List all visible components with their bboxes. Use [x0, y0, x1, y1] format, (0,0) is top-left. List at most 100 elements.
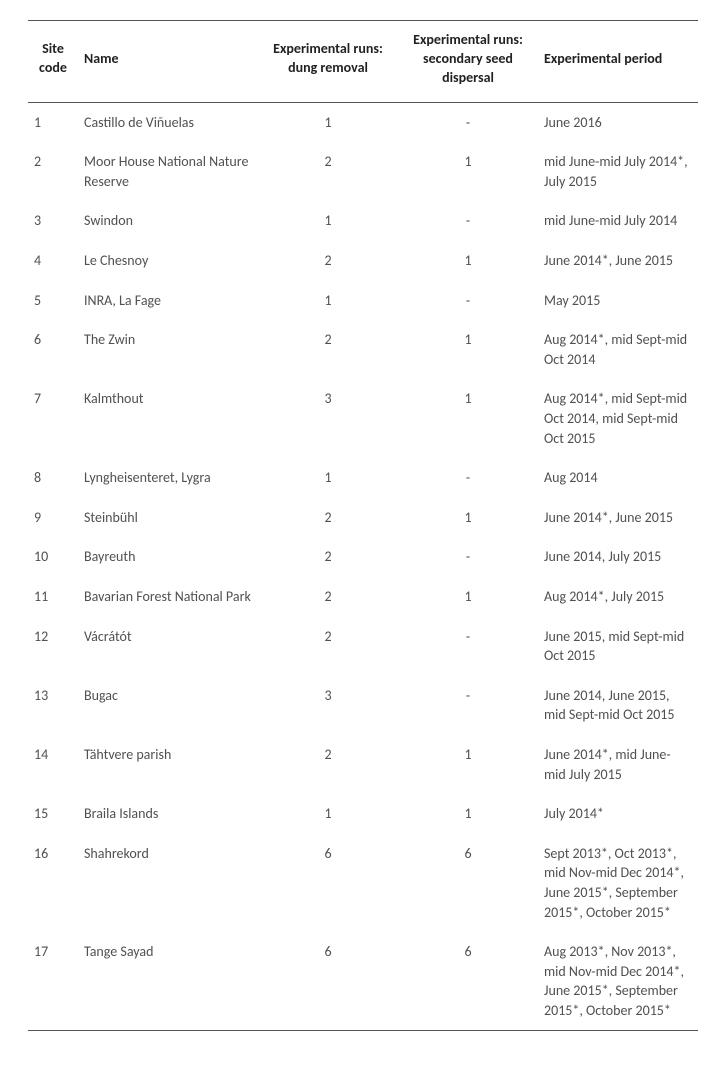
- table-row: 9Steinbühl21June 2014*, June 2015: [28, 498, 698, 538]
- header-row: Site code Name Experimental runs: dung r…: [28, 21, 698, 103]
- cell-period: mid June-mid July 2014: [538, 201, 698, 241]
- th-seed-dispersal: Experimental runs: secondary seed disper…: [398, 21, 538, 103]
- cell-name: Bayreuth: [78, 537, 258, 577]
- cell-site-code: 15: [28, 794, 78, 834]
- cell-site-code: 4: [28, 241, 78, 281]
- cell-dung-runs: 6: [258, 932, 398, 1031]
- cell-period: June 2014*, June 2015: [538, 498, 698, 538]
- cell-name: The Zwin: [78, 320, 258, 379]
- cell-seed-runs: 1: [398, 142, 538, 201]
- cell-name: Steinbühl: [78, 498, 258, 538]
- cell-name: Tähtvere parish: [78, 735, 258, 794]
- cell-period: Aug 2014*, July 2015: [538, 577, 698, 617]
- cell-site-code: 5: [28, 281, 78, 321]
- cell-site-code: 6: [28, 320, 78, 379]
- cell-seed-runs: 1: [398, 241, 538, 281]
- cell-name: Lyngheisenteret, Lygra: [78, 458, 258, 498]
- cell-dung-runs: 2: [258, 537, 398, 577]
- cell-dung-runs: 1: [258, 458, 398, 498]
- table-row: 17Tange Sayad66Aug 2013*, Nov 2013*, mid…: [28, 932, 698, 1031]
- cell-period: May 2015: [538, 281, 698, 321]
- table-row: 2Moor House National Nature Reserve21mid…: [28, 142, 698, 201]
- table-row: 14Tähtvere parish21June 2014*, mid June-…: [28, 735, 698, 794]
- table-row: 15Braila Islands11July 2014*: [28, 794, 698, 834]
- cell-dung-runs: 1: [258, 281, 398, 321]
- cell-site-code: 16: [28, 834, 78, 932]
- cell-seed-runs: 1: [398, 320, 538, 379]
- table-row: 1Castillo de Viñuelas1-June 2016: [28, 102, 698, 142]
- cell-period: June 2014*, mid June-mid July 2015: [538, 735, 698, 794]
- cell-period: June 2015, mid Sept-mid Oct 2015: [538, 617, 698, 676]
- cell-seed-runs: 1: [398, 577, 538, 617]
- cell-name: Moor House National Nature Reserve: [78, 142, 258, 201]
- cell-seed-runs: -: [398, 537, 538, 577]
- cell-dung-runs: 1: [258, 102, 398, 142]
- cell-seed-runs: 6: [398, 834, 538, 932]
- cell-dung-runs: 3: [258, 676, 398, 735]
- cell-site-code: 8: [28, 458, 78, 498]
- cell-site-code: 1: [28, 102, 78, 142]
- cell-site-code: 9: [28, 498, 78, 538]
- cell-site-code: 10: [28, 537, 78, 577]
- cell-dung-runs: 2: [258, 617, 398, 676]
- cell-period: Aug 2014*, mid Sept-mid Oct 2014, mid Se…: [538, 379, 698, 458]
- table-row: 10Bayreuth2-June 2014, July 2015: [28, 537, 698, 577]
- table-row: 16Shahrekord66Sept 2013*, Oct 2013*, mid…: [28, 834, 698, 932]
- cell-seed-runs: 1: [398, 498, 538, 538]
- cell-dung-runs: 2: [258, 142, 398, 201]
- table-body: 1Castillo de Viñuelas1-June 20162Moor Ho…: [28, 102, 698, 1031]
- cell-dung-runs: 2: [258, 241, 398, 281]
- cell-seed-runs: -: [398, 281, 538, 321]
- cell-name: Tange Sayad: [78, 932, 258, 1031]
- cell-dung-runs: 6: [258, 834, 398, 932]
- cell-site-code: 3: [28, 201, 78, 241]
- table-row: 12Vácrátót2-June 2015, mid Sept-mid Oct …: [28, 617, 698, 676]
- cell-site-code: 13: [28, 676, 78, 735]
- cell-period: July 2014*: [538, 794, 698, 834]
- cell-seed-runs: -: [398, 676, 538, 735]
- table-row: 7Kalmthout31Aug 2014*, mid Sept-mid Oct …: [28, 379, 698, 458]
- cell-period: June 2014, July 2015: [538, 537, 698, 577]
- cell-dung-runs: 2: [258, 735, 398, 794]
- cell-name: INRA, La Fage: [78, 281, 258, 321]
- cell-site-code: 12: [28, 617, 78, 676]
- sites-table: Site code Name Experimental runs: dung r…: [28, 20, 698, 1031]
- table-row: 13Bugac3-June 2014, June 2015, mid Sept-…: [28, 676, 698, 735]
- cell-seed-runs: -: [398, 102, 538, 142]
- cell-seed-runs: 1: [398, 379, 538, 458]
- cell-name: Le Chesnoy: [78, 241, 258, 281]
- cell-seed-runs: -: [398, 201, 538, 241]
- cell-name: Vácrátót: [78, 617, 258, 676]
- cell-dung-runs: 3: [258, 379, 398, 458]
- cell-period: Aug 2014: [538, 458, 698, 498]
- cell-seed-runs: 1: [398, 794, 538, 834]
- cell-period: June 2014*, June 2015: [538, 241, 698, 281]
- th-site-code: Site code: [28, 21, 78, 103]
- cell-site-code: 17: [28, 932, 78, 1031]
- cell-site-code: 14: [28, 735, 78, 794]
- cell-period: mid June-mid July 2014*, July 2015: [538, 142, 698, 201]
- cell-name: Shahrekord: [78, 834, 258, 932]
- cell-dung-runs: 1: [258, 794, 398, 834]
- th-dung-removal: Experimental runs: dung removal: [258, 21, 398, 103]
- cell-period: June 2014, June 2015, mid Sept-mid Oct 2…: [538, 676, 698, 735]
- table-row: 6The Zwin21Aug 2014*, mid Sept-mid Oct 2…: [28, 320, 698, 379]
- cell-period: Sept 2013*, Oct 2013*, mid Nov-mid Dec 2…: [538, 834, 698, 932]
- cell-name: Braila Islands: [78, 794, 258, 834]
- cell-period: Aug 2014*, mid Sept-mid Oct 2014: [538, 320, 698, 379]
- cell-site-code: 2: [28, 142, 78, 201]
- cell-dung-runs: 2: [258, 498, 398, 538]
- cell-dung-runs: 2: [258, 577, 398, 617]
- cell-period: June 2016: [538, 102, 698, 142]
- table-row: 5INRA, La Fage1-May 2015: [28, 281, 698, 321]
- cell-seed-runs: 1: [398, 735, 538, 794]
- table-row: 3Swindon1-mid June-mid July 2014: [28, 201, 698, 241]
- cell-site-code: 7: [28, 379, 78, 458]
- cell-name: Swindon: [78, 201, 258, 241]
- th-name: Name: [78, 21, 258, 103]
- cell-seed-runs: -: [398, 617, 538, 676]
- cell-seed-runs: 6: [398, 932, 538, 1031]
- cell-dung-runs: 2: [258, 320, 398, 379]
- table-row: 4Le Chesnoy21June 2014*, June 2015: [28, 241, 698, 281]
- cell-name: Bugac: [78, 676, 258, 735]
